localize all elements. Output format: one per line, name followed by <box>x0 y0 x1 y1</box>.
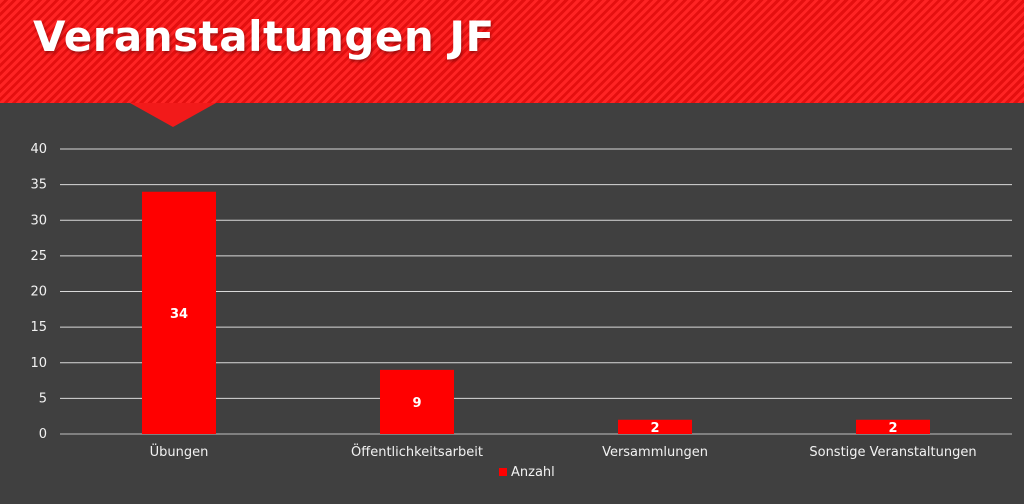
y-tick-label: 5 <box>39 391 47 406</box>
bar-data-label: 2 <box>650 421 659 436</box>
x-category-label: Sonstige Veranstaltungen <box>809 445 976 460</box>
bar <box>380 369 454 434</box>
bar-data-label: 2 <box>888 421 897 436</box>
y-tick-label: 25 <box>30 249 47 264</box>
title-banner-pointer <box>130 103 216 127</box>
legend-swatch <box>499 468 507 476</box>
x-category-label: Versammlungen <box>602 445 708 460</box>
bar <box>618 419 692 434</box>
y-tick-label: 20 <box>30 285 47 300</box>
bar <box>142 191 216 434</box>
legend-label: Anzahl <box>511 465 555 480</box>
x-category-label: Öffentlichkeitsarbeit <box>351 443 483 460</box>
y-tick-label: 0 <box>39 427 47 442</box>
page-title: Veranstaltungen JF <box>33 12 495 61</box>
y-tick-label: 15 <box>30 320 47 335</box>
y-tick-label: 10 <box>30 356 47 371</box>
title-banner <box>0 0 1024 103</box>
y-tick-label: 35 <box>30 178 47 193</box>
x-category-label: Übungen <box>150 443 209 460</box>
bar-data-label: 9 <box>412 396 421 411</box>
bar <box>856 419 930 434</box>
y-tick-label: 40 <box>30 142 47 157</box>
bar-data-label: 34 <box>170 307 188 322</box>
y-tick-label: 30 <box>30 213 47 228</box>
